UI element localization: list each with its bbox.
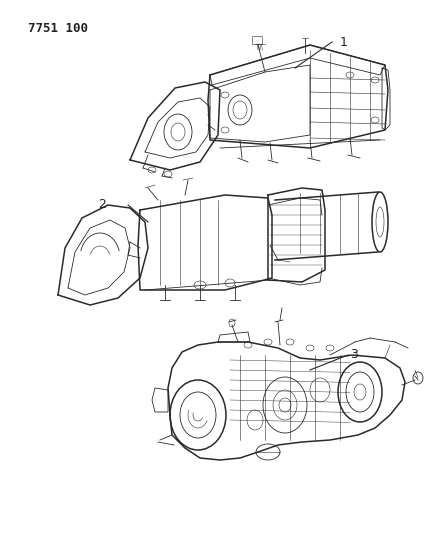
- Text: 1: 1: [340, 36, 348, 49]
- Text: 3: 3: [350, 349, 358, 361]
- Text: 7751 100: 7751 100: [28, 22, 88, 35]
- Text: 2: 2: [98, 198, 106, 212]
